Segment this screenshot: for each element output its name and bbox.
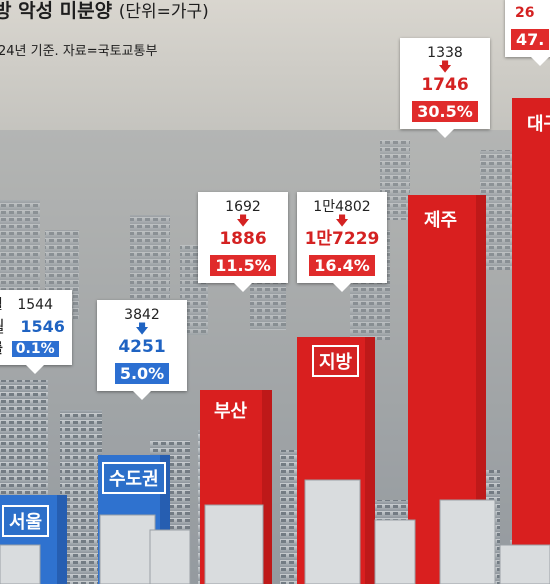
bar-shade-2 — [262, 390, 272, 584]
callout-daegu: 26 47. — [505, 0, 550, 66]
foreground-building-7 — [499, 544, 550, 584]
callout-capital-area: 3842 🡇 4251 5.0% — [97, 300, 187, 400]
callout-jeju: 1338 🡇 1746 30.5% — [400, 38, 490, 138]
bar-5 — [512, 98, 550, 584]
daegu-rate: 47. — [511, 29, 550, 50]
jeju-from-value: 1338 — [427, 45, 463, 61]
busan-from-value: 1692 — [225, 199, 261, 215]
bar-label-regional: 지방 — [312, 345, 360, 377]
down-arrow-icon: 🡇 — [236, 214, 250, 229]
callout-regional: 1만4802 🡇 1만7229 16.4% — [297, 192, 387, 292]
seoul-from-value: 1544 — [17, 297, 53, 313]
callout-busan: 1692 🡇 1886 11.5% — [198, 192, 288, 292]
capital-rate: 5.0% — [114, 363, 170, 384]
bar-shade-0 — [57, 495, 67, 584]
down-arrow-icon: 🡇 — [335, 214, 349, 229]
daegu-from-value: 26 — [515, 5, 535, 21]
seoul-to-value: 1546 — [20, 317, 65, 336]
jeju-to-value: 1746 — [421, 75, 469, 95]
chart-subtitle: 24년 기준. 자료=국토교통부 — [0, 44, 158, 59]
foreground-building-4 — [304, 479, 361, 584]
bar-shade-4 — [476, 195, 486, 584]
busan-rate: 11.5% — [210, 255, 276, 276]
foreground-building-5 — [374, 519, 416, 584]
bar-shade-1 — [160, 455, 170, 584]
title-text: 방 악성 미분양 — [0, 0, 113, 22]
foreground-building-0 — [0, 544, 41, 584]
seoul-row1-prefix: 월 — [0, 297, 3, 313]
callout-seoul: 월 1544 월 1546 률 0.1% — [0, 290, 72, 374]
bar-label-daegu: 대구 — [527, 114, 550, 135]
foreground-building-6 — [439, 499, 496, 584]
down-arrow-icon: 🡇 — [438, 60, 452, 75]
bar-shade-3 — [365, 337, 375, 584]
regional-from-value: 1만4802 — [313, 199, 371, 215]
bar-label-jeju: 제주 — [424, 210, 458, 231]
down-arrow-icon: 🡇 — [135, 322, 149, 337]
seoul-row2-prefix: 월 — [0, 317, 5, 336]
foreground-building-2 — [149, 529, 191, 584]
regional-rate: 16.4% — [309, 255, 375, 276]
busan-to-value: 1886 — [219, 229, 267, 249]
bar-label-seoul: 서울 — [2, 505, 50, 537]
foreground-building-3 — [204, 504, 264, 584]
bar-label-busan: 부산 — [214, 401, 248, 422]
regional-to-value: 1만7229 — [304, 229, 380, 249]
capital-to-value: 4251 — [118, 337, 166, 357]
foreground-building-1 — [99, 514, 156, 584]
bar-label-capital-area: 수도권 — [102, 462, 166, 494]
chart-title: 방 악성 미분양 (단위=가구) — [0, 0, 209, 23]
seoul-row3-prefix: 률 — [0, 341, 3, 357]
capital-from-value: 3842 — [124, 307, 160, 323]
title-unit: (단위=가구) — [118, 2, 209, 22]
jeju-rate: 30.5% — [412, 101, 478, 122]
seoul-rate: 0.1% — [11, 341, 59, 357]
